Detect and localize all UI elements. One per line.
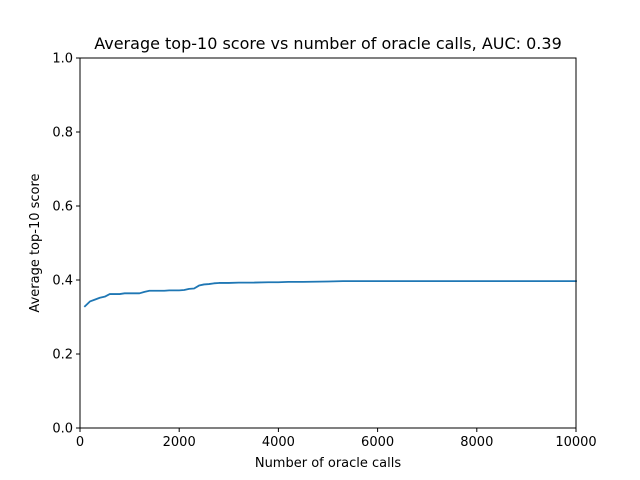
chart-title: Average top-10 score vs number of oracle…	[94, 34, 562, 53]
y-tick-label: 0.2	[52, 348, 73, 363]
y-tick-label: 0.6	[52, 200, 73, 215]
x-axis-ticks: 0 2000 4000 6000 8000 10000	[76, 428, 597, 450]
y-tick-label: 0.4	[52, 274, 73, 289]
x-tick-label: 4000	[262, 435, 295, 450]
plot-area	[80, 58, 576, 428]
x-tick-label: 10000	[555, 435, 596, 450]
y-tick-label: 0.0	[52, 422, 73, 437]
plot-frame	[79, 57, 577, 429]
x-tick-label: 6000	[361, 435, 394, 450]
x-tick-label: 8000	[460, 435, 493, 450]
x-tick-label: 0	[76, 435, 84, 450]
x-axis-label: Number of oracle calls	[255, 456, 402, 471]
x-tick-label: 2000	[163, 435, 196, 450]
y-tick-label: 1.0	[52, 52, 73, 67]
y-axis-ticks: 0.0 0.2 0.4 0.6 0.8 1.0	[52, 52, 80, 437]
y-axis-label: Average top-10 score	[28, 173, 43, 312]
series-line	[83, 280, 577, 308]
y-tick-label: 0.8	[52, 126, 73, 141]
